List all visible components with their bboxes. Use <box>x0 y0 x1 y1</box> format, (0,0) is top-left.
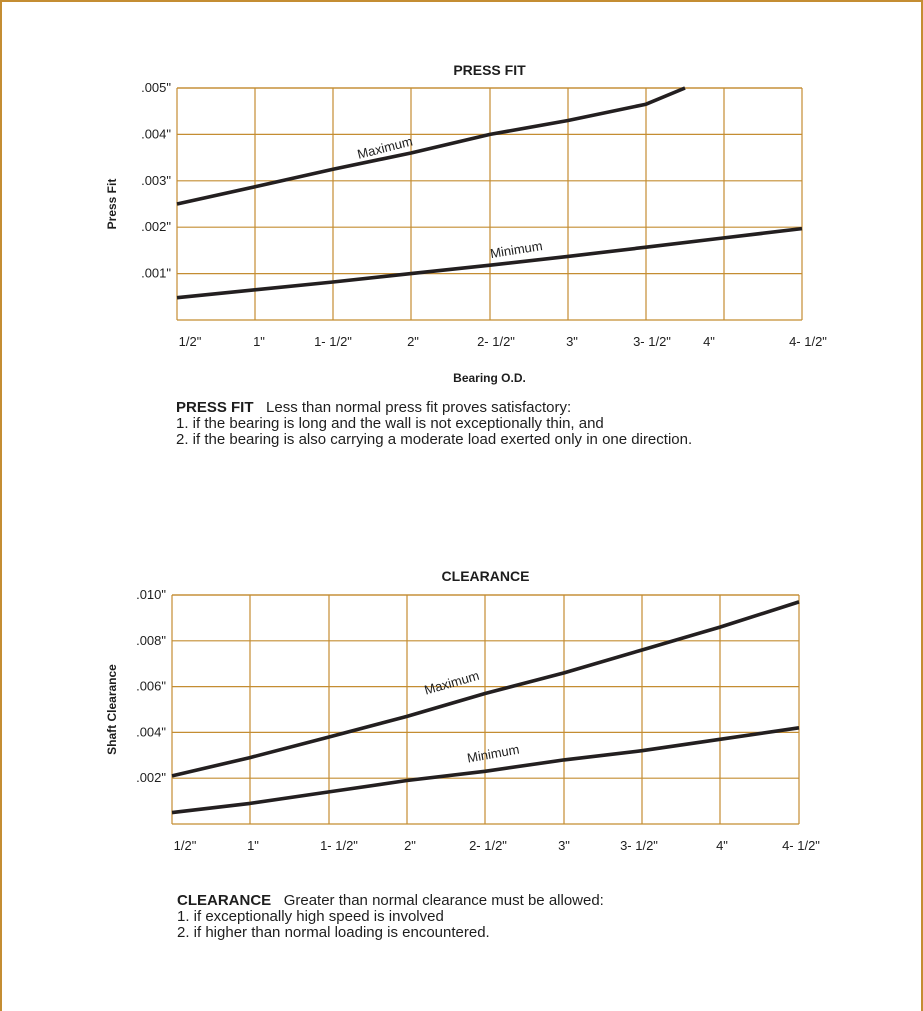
clearance-note-line: 1. if exceptionally high speed is involv… <box>177 908 444 925</box>
clearance-xtick-label: 1/2" <box>174 838 197 853</box>
clearance-xtick-label: 2" <box>404 838 416 853</box>
clearance-xtick-label: 1- 1/2" <box>320 838 358 853</box>
press-fit-series-maximum-line <box>176 86 686 206</box>
clearance-xtick-label: 2- 1/2" <box>469 838 507 853</box>
press-fit-chart-title: PRESS FIT <box>453 62 526 78</box>
clearance-series-maximum-label: Maximum <box>423 668 481 698</box>
press-fit-x-axis-label: Bearing O.D. <box>453 371 526 385</box>
clearance-xtick-label: 3" <box>558 838 570 853</box>
press-fit-note: PRESS FIT Less than normal press fit pro… <box>176 400 692 448</box>
clearance-y-axis-label: Shaft Clearance <box>105 664 119 755</box>
clearance-xtick-label: 3- 1/2" <box>620 838 658 853</box>
press-fit-xtick-label: 1/2" <box>179 334 202 349</box>
press-fit-xtick-label: 1- 1/2" <box>314 334 352 349</box>
clearance-xtick-label: 4" <box>716 838 728 853</box>
clearance-note-lead: CLEARANCE <box>177 892 272 909</box>
clearance-note-line: 2. if higher than normal loading is enco… <box>177 924 490 941</box>
press-fit-xtick-label: 2" <box>407 334 419 349</box>
clearance-series-maximum-line <box>171 600 800 778</box>
clearance-chart: CLEARANCE .002" .004" .006" .008" .010" 1/2" 1"… <box>105 568 820 853</box>
press-fit-xtick-label: 2- 1/2" <box>477 334 515 349</box>
clearance-chart-title: CLEARANCE <box>442 568 530 584</box>
clearance-series-minimum-label: Minimum <box>466 742 521 766</box>
clearance-ytick-label: .006" <box>136 679 166 694</box>
clearance-xtick-label: 4- 1/2" <box>782 838 820 853</box>
press-fit-xtick-label: 1" <box>253 334 265 349</box>
press-fit-series-minimum-line <box>176 226 803 300</box>
press-fit-xtick-label: 4" <box>703 334 715 349</box>
press-fit-ytick-label: .005" <box>141 80 171 95</box>
clearance-xtick-label: 1" <box>247 838 259 853</box>
press-fit-ytick-label: .004" <box>141 126 171 141</box>
clearance-note-heading: CLEARANCE Greater than normal clearance … <box>177 893 604 909</box>
clearance-note-text: Greater than normal clearance must be al… <box>283 892 604 909</box>
clearance-note: CLEARANCE Greater than normal clearance … <box>177 893 604 941</box>
clearance-ytick-label: .002" <box>136 770 166 785</box>
clearance-ytick-label: .010" <box>136 587 166 602</box>
press-fit-note-text: Less than normal press fit proves satisf… <box>266 399 572 416</box>
press-fit-xtick-label: 3" <box>566 334 578 349</box>
press-fit-note-lead: PRESS FIT <box>176 399 254 416</box>
press-fit-note-heading: PRESS FIT Less than normal press fit pro… <box>176 400 692 416</box>
press-fit-note-line: 1. if the bearing is long and the wall i… <box>176 415 604 432</box>
press-fit-xtick-label: 4- 1/2" <box>789 334 827 349</box>
press-fit-y-axis-label: Press Fit <box>105 179 119 230</box>
press-fit-series-minimum-label: Minimum <box>489 238 543 261</box>
press-fit-note-line: 2. if the bearing is also carrying a mod… <box>176 431 693 448</box>
press-fit-xtick-label: 3- 1/2" <box>633 334 671 349</box>
clearance-series-minimum-line <box>171 726 800 815</box>
press-fit-ytick-label: .002" <box>141 219 171 234</box>
clearance-ytick-label: .008" <box>136 633 166 648</box>
press-fit-chart: PRESS FIT .001" .002" .003" .004" .005" 1/2" 1"… <box>105 62 827 385</box>
press-fit-ytick-label: .001" <box>141 266 171 281</box>
clearance-ytick-label: .004" <box>136 724 166 739</box>
press-fit-ytick-label: .003" <box>141 173 171 188</box>
